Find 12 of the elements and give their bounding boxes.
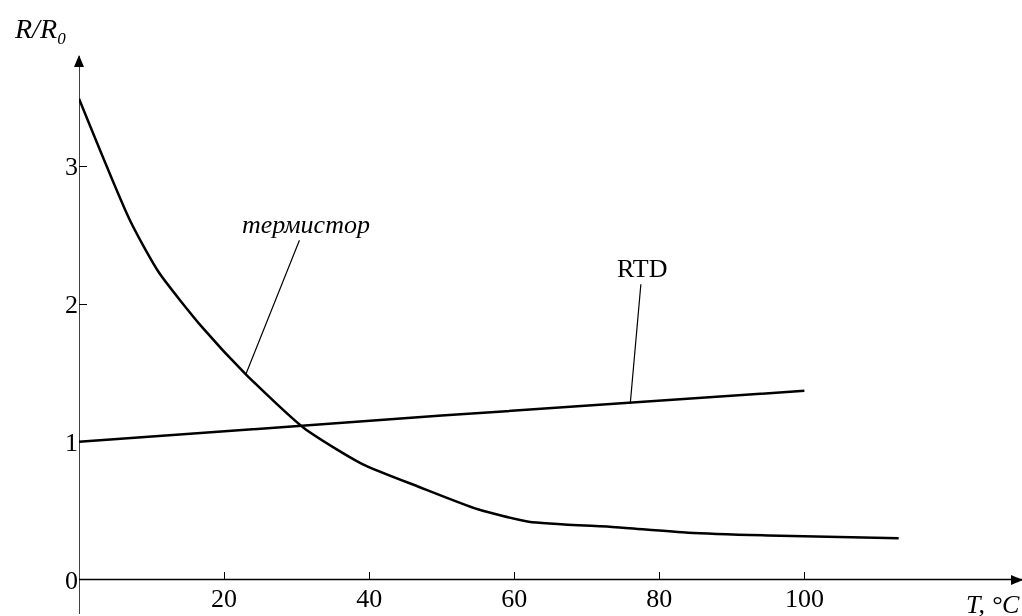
- x-tick-label: 80: [646, 583, 673, 613]
- y-tick-label: 1: [65, 427, 78, 457]
- y-tick-label: 2: [65, 290, 78, 320]
- y-axis-title: R/R₀: [14, 13, 67, 44]
- annotation: RTD: [617, 254, 668, 283]
- y-tick-label: 0: [65, 565, 78, 595]
- x-tick-label: 20: [211, 583, 238, 613]
- annotation: термистор: [242, 210, 370, 239]
- y-tick-label: 3: [65, 152, 78, 182]
- x-tick-label: 60: [501, 583, 528, 613]
- x-tick-label: 100: [784, 583, 824, 613]
- x-tick-label: 40: [356, 583, 383, 613]
